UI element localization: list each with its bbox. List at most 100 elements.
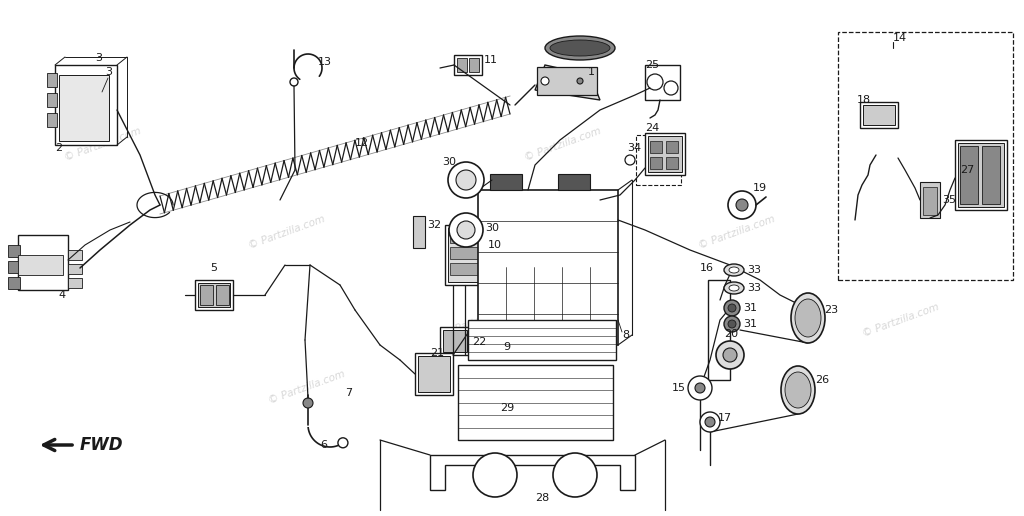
Text: 29: 29	[500, 403, 514, 413]
Circle shape	[695, 383, 705, 393]
Circle shape	[449, 162, 484, 198]
Ellipse shape	[791, 293, 825, 343]
Text: 16: 16	[700, 263, 714, 273]
Text: 11: 11	[484, 55, 498, 65]
Text: 25: 25	[645, 60, 659, 70]
Ellipse shape	[781, 366, 815, 414]
Bar	[468, 320, 616, 360]
Bar	[490, 174, 522, 190]
Text: 6: 6	[319, 440, 327, 450]
Bar	[454, 55, 482, 75]
Bar	[666, 157, 678, 169]
Bar	[68, 250, 82, 260]
Text: 31: 31	[743, 303, 757, 313]
Text: © Partzilla.com: © Partzilla.com	[62, 126, 142, 163]
Text: 3: 3	[95, 53, 102, 63]
Bar	[47, 113, 57, 127]
Text: © Partzilla.com: © Partzilla.com	[441, 301, 521, 338]
Bar	[982, 146, 1000, 204]
Bar	[68, 278, 82, 288]
Text: 19: 19	[753, 183, 767, 193]
Text: © Partzilla.com: © Partzilla.com	[861, 301, 941, 338]
Bar	[200, 285, 213, 305]
Ellipse shape	[729, 285, 739, 291]
Text: 28: 28	[535, 493, 549, 503]
Text: 2: 2	[55, 143, 62, 153]
Circle shape	[716, 341, 744, 369]
Bar	[650, 141, 662, 153]
Ellipse shape	[795, 299, 821, 337]
Text: 1: 1	[588, 67, 595, 77]
Circle shape	[553, 453, 597, 497]
Ellipse shape	[729, 267, 739, 273]
Bar	[68, 264, 82, 274]
Bar	[418, 356, 450, 392]
Bar	[216, 285, 229, 305]
Circle shape	[541, 77, 549, 85]
Text: © Partzilla.com: © Partzilla.com	[247, 214, 327, 251]
Bar	[18, 235, 68, 290]
Bar	[838, 32, 1013, 280]
Bar	[537, 67, 597, 95]
Bar	[450, 247, 480, 259]
Circle shape	[688, 376, 712, 400]
Circle shape	[473, 453, 517, 497]
Bar	[413, 216, 425, 248]
Text: FWD: FWD	[80, 436, 124, 454]
Text: 13: 13	[318, 57, 332, 67]
Ellipse shape	[724, 282, 744, 294]
Bar	[955, 140, 1007, 210]
Circle shape	[723, 348, 737, 362]
Circle shape	[736, 199, 748, 211]
Circle shape	[290, 78, 298, 86]
Text: 26: 26	[815, 375, 829, 385]
Text: 14: 14	[893, 33, 907, 43]
Circle shape	[449, 213, 483, 247]
Circle shape	[728, 191, 756, 219]
Bar	[863, 105, 895, 125]
Bar	[18, 255, 63, 275]
Bar	[198, 283, 230, 307]
Ellipse shape	[724, 264, 744, 276]
Text: © Partzilla.com: © Partzilla.com	[697, 214, 777, 251]
Bar	[47, 93, 57, 107]
Bar	[450, 263, 480, 275]
Text: 15: 15	[672, 383, 686, 393]
Text: 33: 33	[746, 265, 761, 275]
Text: 34: 34	[627, 143, 641, 153]
Circle shape	[338, 438, 348, 448]
Text: 20: 20	[724, 329, 738, 339]
Text: 30: 30	[442, 157, 456, 167]
Text: 33: 33	[746, 283, 761, 293]
Text: 32: 32	[427, 220, 441, 230]
Text: 12: 12	[355, 138, 369, 148]
Bar	[8, 277, 20, 289]
Text: 30: 30	[485, 223, 499, 233]
Bar	[8, 245, 20, 257]
Circle shape	[303, 398, 313, 408]
Bar	[666, 141, 678, 153]
Ellipse shape	[545, 36, 615, 60]
Bar	[450, 231, 480, 243]
Circle shape	[664, 81, 678, 95]
Text: 5: 5	[210, 263, 217, 273]
Text: 31: 31	[743, 319, 757, 329]
Bar	[55, 65, 117, 145]
Ellipse shape	[550, 40, 610, 56]
Bar	[443, 330, 467, 352]
Bar	[449, 228, 482, 282]
Text: 7: 7	[345, 388, 352, 398]
Circle shape	[647, 74, 663, 90]
Circle shape	[456, 170, 476, 190]
Bar	[645, 65, 680, 100]
Bar	[636, 135, 681, 185]
Text: © Partzilla.com: © Partzilla.com	[267, 368, 347, 406]
Circle shape	[700, 412, 720, 432]
Circle shape	[728, 320, 736, 328]
Text: 21: 21	[430, 348, 444, 358]
Circle shape	[705, 417, 715, 427]
Text: 27: 27	[961, 165, 974, 175]
Bar	[458, 365, 613, 440]
Bar	[457, 58, 467, 72]
Bar	[558, 174, 590, 190]
